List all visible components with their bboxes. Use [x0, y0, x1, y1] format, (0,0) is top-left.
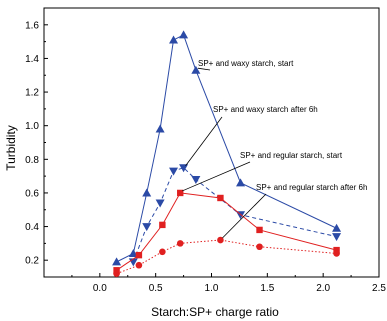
y-tick-label: 0.2: [25, 256, 39, 267]
data-point: [333, 246, 340, 254]
x-tick-label: 1.5: [260, 283, 274, 294]
data-point: [155, 199, 165, 208]
plot-frame: [43, 7, 380, 278]
x-axis-title: Starch:SP+ charge ratio: [151, 305, 279, 319]
data-point: [333, 250, 340, 257]
data-point: [256, 226, 263, 234]
data-point: [159, 221, 166, 229]
data-point: [179, 164, 189, 173]
data-point: [159, 248, 166, 256]
data-point: [112, 257, 122, 266]
data-point: [236, 178, 246, 187]
data-point: [217, 236, 224, 244]
series-line: [116, 34, 337, 263]
data-point: [177, 189, 184, 197]
series-3: [113, 189, 340, 274]
data-point: [142, 188, 152, 197]
series-layer: [112, 30, 342, 277]
y-tick-label: 1.4: [25, 54, 39, 65]
x-tick-label: 0.0: [93, 283, 107, 294]
data-point: [217, 194, 224, 202]
annotation-label: SP+ and waxy starch, start: [198, 59, 294, 68]
data-point: [113, 267, 120, 274]
data-point: [135, 251, 143, 259]
y-tick-label: 0.4: [25, 222, 39, 233]
data-point: [176, 240, 184, 247]
data-point: [332, 233, 342, 242]
data-point: [142, 223, 152, 232]
x-tick-label: 0.5: [149, 283, 163, 294]
data-point: [191, 65, 201, 74]
data-point: [113, 270, 120, 277]
plot-border: [43, 7, 380, 278]
x-tick-label: 2.5: [372, 283, 386, 294]
x-tick-label: 2.0: [316, 283, 330, 294]
y-tick-label: 0.6: [25, 188, 39, 199]
annotation-label: SP+ and regular starch after 6h: [256, 183, 367, 192]
data-point: [256, 243, 263, 251]
y-axis-title: Turbidity: [4, 125, 18, 171]
data-point: [236, 211, 246, 220]
series-line: [116, 239, 337, 275]
y-tick-label: 1.2: [25, 88, 39, 99]
y-axis-ticks: 0.2 0.4 0.6 0.8 1.0 1.2 1.4 1.6: [25, 20, 48, 267]
data-point: [169, 167, 179, 176]
annotation-leader: [185, 116, 223, 166]
annotation-3: SP+ and regular starch, start: [182, 151, 343, 192]
data-point: [155, 124, 165, 133]
series-4: [113, 236, 340, 277]
series-1: [112, 30, 342, 266]
annotation-1: SP+ and waxy starch, start: [197, 59, 294, 71]
y-tick-label: 1.6: [25, 20, 39, 31]
y-tick-label: 0.8: [25, 155, 39, 166]
x-axis-ticks: 0.0 0.5 1.0 1.5 2.0 2.5: [71, 273, 386, 294]
annotation-2: SP+ and waxy starch after 6h: [185, 105, 318, 166]
annotation-4: SP+ and regular starch after 6h: [222, 183, 367, 239]
annotation-leader: [222, 193, 267, 239]
annotation-label: SP+ and regular starch, start: [240, 151, 343, 160]
data-point: [179, 30, 189, 39]
annotation-leader: [197, 67, 211, 71]
data-point: [191, 175, 201, 184]
annotation-layer: SP+ and waxy starch, start SP+ and waxy s…: [182, 59, 367, 239]
data-point: [135, 261, 143, 269]
y-tick-label: 1.0: [25, 121, 39, 132]
annotation-label: SP+ and waxy starch after 6h: [213, 105, 318, 114]
data-point: [169, 35, 179, 44]
series-line: [132, 167, 337, 263]
data-point: [332, 223, 342, 232]
x-tick-label: 1.0: [205, 283, 219, 294]
annotation-leader: [182, 161, 251, 192]
